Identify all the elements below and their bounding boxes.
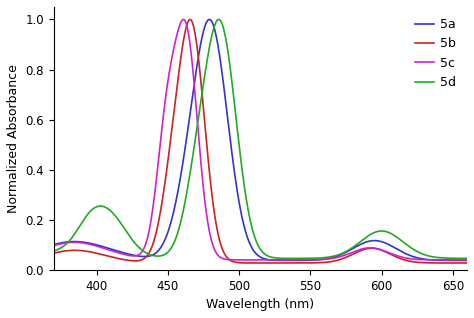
5c (252, 258, 258, 262)
5a (464, 259, 470, 262)
5c (260, 258, 265, 262)
5c (241, 258, 247, 262)
5b (377, 248, 383, 252)
5a (241, 224, 247, 228)
X-axis label: Wavelength (nm): Wavelength (nm) (206, 298, 315, 311)
5b (241, 261, 247, 265)
5c (452, 258, 458, 262)
5c (377, 247, 383, 251)
5d (376, 229, 382, 233)
5c (181, 17, 186, 21)
5b (464, 261, 470, 265)
Line: 5a: 5a (54, 19, 467, 260)
5a (452, 259, 458, 262)
Y-axis label: Normalized Absorbance: Normalized Absorbance (7, 64, 20, 213)
5d (241, 182, 247, 186)
5a (252, 251, 258, 254)
5b (72, 248, 78, 252)
Line: 5c: 5c (54, 19, 467, 260)
5b (187, 17, 193, 21)
5a (207, 17, 212, 21)
5d (452, 256, 458, 260)
5c (51, 244, 57, 247)
5b (267, 261, 273, 265)
5b (452, 261, 458, 265)
5a (452, 259, 458, 262)
5d (464, 256, 470, 260)
5b (453, 261, 458, 265)
5d (51, 249, 57, 252)
Line: 5b: 5b (54, 19, 467, 263)
5a (51, 243, 57, 246)
5d (452, 256, 458, 260)
5d (216, 17, 222, 21)
5c (464, 258, 470, 262)
Legend: 5a, 5b, 5c, 5d: 5a, 5b, 5c, 5d (410, 13, 461, 94)
5d (252, 236, 258, 240)
5c (72, 240, 78, 244)
5a (376, 239, 382, 243)
5c (453, 258, 458, 262)
5b (252, 261, 258, 265)
Line: 5d: 5d (54, 19, 467, 258)
5a (72, 240, 78, 244)
5b (51, 251, 57, 255)
5d (72, 232, 78, 235)
